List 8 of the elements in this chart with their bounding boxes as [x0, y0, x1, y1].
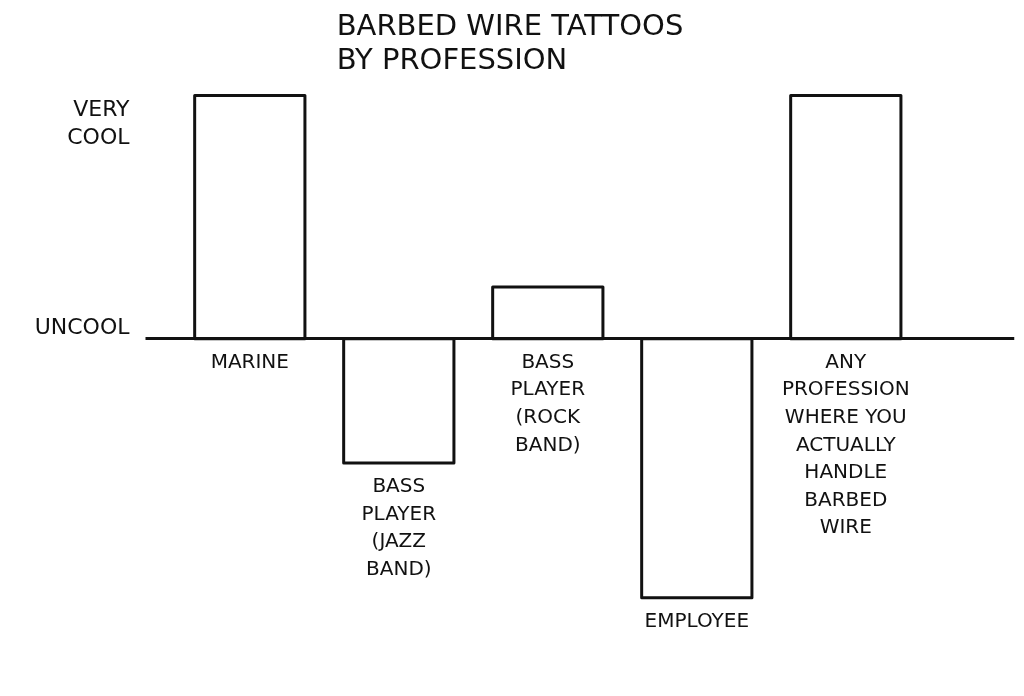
x-tick-label: ANY PROFESSION WHERE YOU ACTUALLY HANDLE BARBED WIRE — [781, 348, 910, 539]
text: UNCOOL — [34, 313, 131, 339]
x-tick-label: BASS PLAYER (JAZZ BAND) — [361, 473, 437, 580]
chart-title: BARBED WIRE TATTOOS BY PROFESSION — [336, 7, 684, 76]
x-tick-label: MARINE — [210, 348, 289, 373]
text: VERY COOL — [67, 95, 131, 150]
x-tick-label: EMPLOYEE — [644, 607, 750, 632]
x-tick-label: BASS PLAYER (ROCK BAND) — [510, 348, 586, 456]
